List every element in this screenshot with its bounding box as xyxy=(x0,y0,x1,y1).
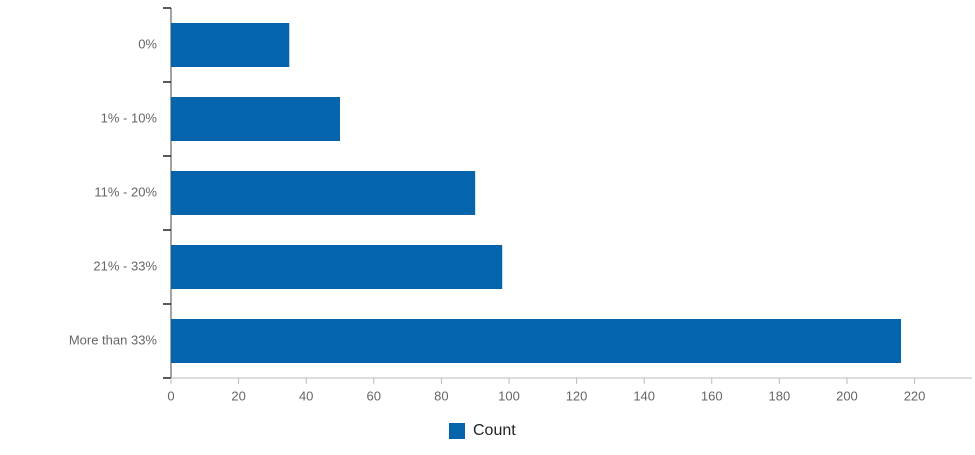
x-tick-label: 60 xyxy=(367,388,381,403)
legend-text: Count xyxy=(473,422,516,439)
x-tick-label: 0 xyxy=(167,388,174,403)
y-tick-label: More than 33% xyxy=(69,332,158,347)
x-tick-label: 140 xyxy=(633,388,655,403)
bar xyxy=(171,171,476,215)
bar xyxy=(171,319,902,363)
x-tick-label: 120 xyxy=(566,388,588,403)
bar xyxy=(171,97,340,141)
x-tick-label: 20 xyxy=(231,388,245,403)
y-tick-label: 11% - 20% xyxy=(94,184,157,199)
x-tick-label: 180 xyxy=(769,388,791,403)
bar xyxy=(171,245,503,289)
x-tick-label: 160 xyxy=(701,388,723,403)
y-tick-label: 0% xyxy=(138,36,157,51)
legend-swatch xyxy=(449,423,465,439)
x-tick-label: 80 xyxy=(434,388,448,403)
y-tick-label: 1% - 10% xyxy=(101,110,158,125)
bar xyxy=(171,23,290,67)
y-tick-label: 21% - 33% xyxy=(93,258,157,273)
x-tick-label: 100 xyxy=(498,388,520,403)
x-tick-label: 220 xyxy=(904,388,926,403)
x-tick-label: 40 xyxy=(299,388,313,403)
x-tick-label: 200 xyxy=(836,388,858,403)
